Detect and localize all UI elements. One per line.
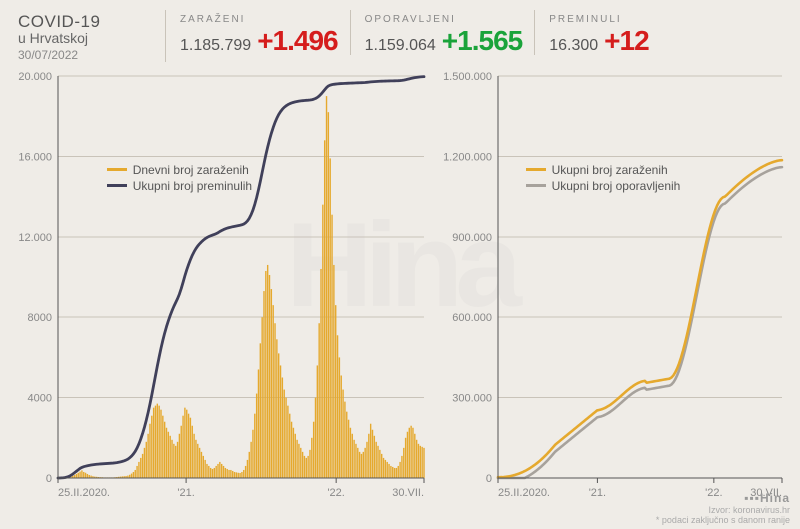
title-block: COVID-19 u Hrvatskoj 30/07/2022 [18, 10, 166, 62]
stat-label: PREMINULI [549, 14, 648, 25]
chart-left: 0 4000 8000 12.000 16.000 20.000 25.II.2020. '2… [4, 64, 432, 512]
title-date: 30/07/2022 [18, 48, 155, 62]
stat-total: 16.300 [549, 37, 598, 55]
stat-total: 1.159.064 [365, 37, 436, 55]
svg-text:8000: 8000 [28, 312, 52, 324]
stat-delta: +1.496 [257, 27, 337, 55]
title-main: COVID-19 [18, 12, 155, 32]
svg-text:900.000: 900.000 [452, 232, 492, 244]
footer-note: * podaci zaključno s danom ranije [656, 515, 790, 525]
svg-text:1.500.000: 1.500.000 [443, 71, 492, 83]
stat-label: ZARAŽENI [180, 14, 338, 25]
svg-text:30.VII.: 30.VII. [392, 487, 424, 499]
charts-row: 0 4000 8000 12.000 16.000 20.000 25.II.2020. '2… [0, 64, 800, 512]
stat-label: OPORAVLJENI [365, 14, 523, 25]
stat-total: 1.185.799 [180, 37, 251, 55]
chart-left-wrap: 0 4000 8000 12.000 16.000 20.000 25.II.2020. '2… [4, 64, 432, 512]
svg-text:0: 0 [486, 473, 492, 485]
legend-left: Dnevni broj zaraženihUkupni broj preminu… [107, 163, 252, 195]
stat-delta: +1.565 [442, 27, 522, 55]
svg-text:'21.: '21. [589, 487, 606, 499]
stat-delta: +12 [604, 27, 649, 55]
svg-text:'22.: '22. [327, 487, 344, 499]
svg-text:20.000: 20.000 [18, 71, 52, 83]
legend-right: Ukupni broj zaraženihUkupni broj oporavl… [526, 163, 681, 195]
title-sub: u Hrvatskoj [18, 30, 155, 46]
chart-right: 0 300.000 600.000 900.000 1.200.000 1.500.000… [432, 64, 792, 512]
header: COVID-19 u Hrvatskoj 30/07/2022 ZARAŽENI… [0, 0, 800, 64]
svg-text:300.000: 300.000 [452, 393, 492, 405]
svg-text:600.000: 600.000 [452, 312, 492, 324]
svg-text:12.000: 12.000 [18, 232, 52, 244]
svg-text:25.II.2020.: 25.II.2020. [498, 487, 550, 499]
svg-text:1.200.000: 1.200.000 [443, 151, 492, 163]
footer-source: Izvor: koronavirus.hr [656, 505, 790, 515]
stat-deaths: PREMINULI 16.300 +12 [535, 10, 648, 55]
footer: ▪▪▪Hina Izvor: koronavirus.hr * podaci z… [656, 491, 790, 525]
svg-text:0: 0 [46, 473, 52, 485]
svg-text:16.000: 16.000 [18, 151, 52, 163]
stat-infected: ZARAŽENI 1.185.799 +1.496 [166, 10, 351, 55]
svg-text:4000: 4000 [28, 393, 52, 405]
svg-text:25.II.2020.: 25.II.2020. [58, 487, 110, 499]
chart-right-wrap: 0 300.000 600.000 900.000 1.200.000 1.500.000… [432, 64, 792, 512]
svg-text:'21.: '21. [177, 487, 194, 499]
stat-recovered: OPORAVLJENI 1.159.064 +1.565 [351, 10, 536, 55]
hina-logo: ▪▪▪Hina [656, 491, 790, 505]
